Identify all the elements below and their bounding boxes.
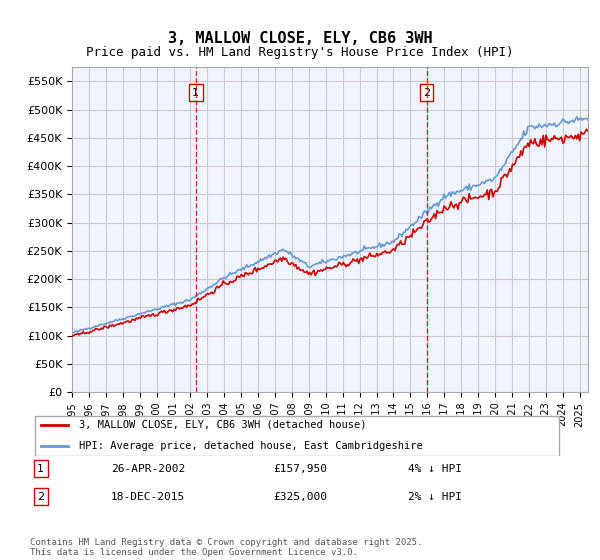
Text: Price paid vs. HM Land Registry's House Price Index (HPI): Price paid vs. HM Land Registry's House …: [86, 46, 514, 59]
Text: HPI: Average price, detached house, East Cambridgeshire: HPI: Average price, detached house, East…: [79, 441, 422, 451]
Text: 3, MALLOW CLOSE, ELY, CB6 3WH: 3, MALLOW CLOSE, ELY, CB6 3WH: [167, 31, 433, 46]
Text: £157,950: £157,950: [273, 464, 327, 474]
Text: 2: 2: [37, 492, 44, 502]
Text: 18-DEC-2015: 18-DEC-2015: [111, 492, 185, 502]
Text: 3, MALLOW CLOSE, ELY, CB6 3WH (detached house): 3, MALLOW CLOSE, ELY, CB6 3WH (detached …: [79, 420, 366, 430]
Text: 2: 2: [423, 87, 430, 97]
FancyBboxPatch shape: [35, 416, 559, 456]
Text: 4% ↓ HPI: 4% ↓ HPI: [408, 464, 462, 474]
Text: £325,000: £325,000: [273, 492, 327, 502]
Text: 1: 1: [192, 87, 199, 97]
Text: 26-APR-2002: 26-APR-2002: [111, 464, 185, 474]
Text: 2% ↓ HPI: 2% ↓ HPI: [408, 492, 462, 502]
Text: Contains HM Land Registry data © Crown copyright and database right 2025.
This d: Contains HM Land Registry data © Crown c…: [30, 538, 422, 557]
Text: 1: 1: [37, 464, 44, 474]
